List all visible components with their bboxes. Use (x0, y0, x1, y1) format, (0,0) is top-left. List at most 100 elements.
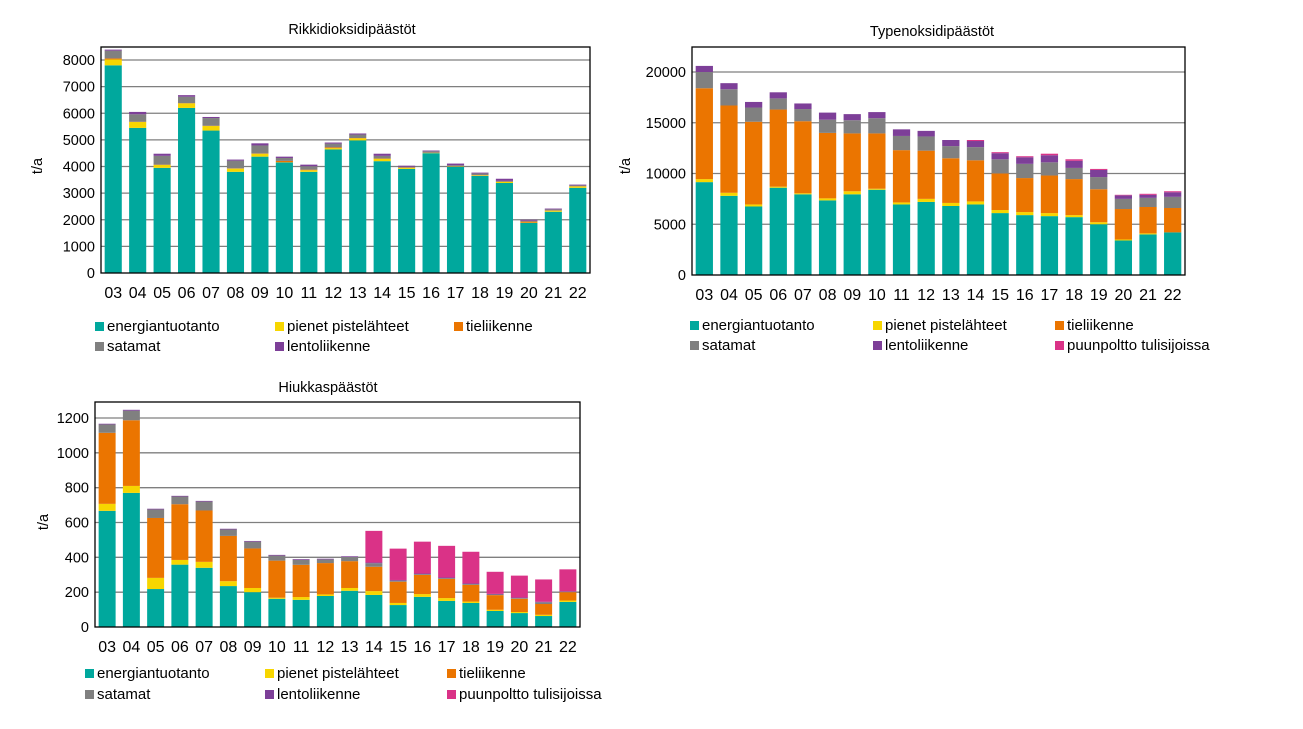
bar-stack-21 (535, 579, 553, 627)
y-tick-label: 5000 (63, 133, 95, 149)
bar-segment-energiantuotanto (1090, 224, 1108, 275)
bar-segment-tieliikenne (300, 169, 318, 171)
bar-segment-lentoliikenne (226, 159, 245, 161)
bar-segment-tieliikenne (122, 420, 140, 486)
bar-segment-tieliikenne (171, 504, 189, 560)
y-tick-label: 1000 (57, 446, 89, 462)
x-tick-label: 13 (341, 639, 359, 656)
x-tick-label: 08 (227, 285, 245, 302)
y-tick-label: 600 (65, 516, 89, 532)
x-tick-label: 15 (991, 287, 1009, 304)
bar-stack-21 (1139, 193, 1157, 275)
bar-segment-lentoliikenne (178, 95, 196, 97)
bar-segment-puunpoltto (462, 551, 480, 584)
x-tick-label: 04 (720, 287, 738, 304)
bar-segment-satamat (1040, 162, 1059, 176)
bar-segment-lentoliikenne (1090, 169, 1108, 178)
bar-segment-energiantuotanto (535, 616, 553, 627)
bar-segment-puunpoltto (438, 545, 456, 578)
bar-stack-15 (991, 152, 1009, 275)
bar-stack-10 (868, 112, 886, 275)
bar-segment-tieliikenne (219, 535, 237, 582)
bar-segment-lentoliikenne (744, 101, 763, 108)
bar-segment-energiantuotanto (1114, 240, 1133, 275)
bar-stack-22 (1164, 191, 1182, 275)
bar-stack-17 (438, 545, 456, 627)
bar-stack-04 (122, 409, 140, 627)
bar-segment-energiantuotanto (438, 600, 456, 627)
bar-segment-lentoliikenne (349, 133, 367, 135)
x-tick-label: 21 (535, 639, 553, 656)
chart-title: Rikkidioksidipäästöt (288, 22, 415, 38)
bar-stack-03 (98, 423, 116, 627)
legend-swatch (275, 322, 284, 331)
y-axis-label: t/a (618, 157, 634, 174)
legend-item-lentoliikenne: lentoliikenne (275, 338, 370, 355)
bar-segment-energiantuotanto (486, 610, 504, 627)
bar-segment-satamat (171, 496, 189, 505)
x-tick-label: 16 (413, 639, 431, 656)
bar-segment-pienet_pistelahteet (341, 587, 359, 591)
legend-item-pienet_pistelahteet: pienet pistelähteet (873, 317, 1007, 334)
bar-segment-lentoliikenne (268, 554, 286, 556)
bar-segment-satamat (569, 185, 587, 187)
chart-nox: Typenoksidipäästöt t/a 0 5000 10000 15000 20… (0, 0, 1303, 360)
bar-stack-19 (495, 178, 513, 273)
bar-segment-tieliikenne (769, 109, 787, 187)
bar-segment-tieliikenne (147, 517, 165, 578)
bar-stack-21 (544, 208, 562, 273)
bar-stack-06 (178, 95, 196, 273)
bar-segment-energiantuotanto (195, 567, 213, 627)
bar-stack-12 (324, 142, 342, 273)
bar-stack-13 (341, 556, 359, 627)
bar-segment-energiantuotanto (413, 596, 431, 627)
bar-segment-satamat (794, 109, 812, 122)
bar-segment-satamat (349, 134, 367, 139)
bar-segment-energiantuotanto (462, 602, 480, 627)
legend-item-tieliikenne: tieliikenne (447, 665, 526, 682)
bar-segment-satamat (104, 50, 122, 59)
x-tick-label: 19 (1090, 287, 1108, 304)
bar-segment-tieliikenne (1139, 206, 1157, 234)
legend-swatch (447, 669, 456, 678)
bar-stack-06 (171, 495, 189, 627)
bar-segment-energiantuotanto (1040, 216, 1059, 275)
y-tick-label: 5000 (654, 217, 686, 233)
bar-stack-13 (942, 140, 960, 275)
legend-label: tieliikenne (466, 318, 533, 335)
bar-stack-05 (147, 508, 165, 627)
bar-stack-12 (316, 558, 334, 627)
bar-stack-19 (486, 571, 504, 627)
bar-segment-lentoliikenne (365, 562, 383, 564)
legend-swatch (690, 341, 699, 350)
bar-segment-tieliikenne (1114, 209, 1133, 240)
bar-segment-pienet_pistelahteet (104, 59, 122, 66)
bar-segment-tieliikenne (843, 133, 861, 192)
bar-segment-satamat (695, 72, 713, 89)
x-tick-label: 12 (316, 639, 334, 656)
bar-segment-satamat (720, 89, 738, 106)
bar-segment-lentoliikenne (1114, 195, 1133, 199)
bar-segment-energiantuotanto (495, 183, 513, 273)
bar-segment-energiantuotanto (559, 601, 577, 627)
bar-segment-lentoliikenne (324, 142, 342, 144)
bar-segment-energiantuotanto (843, 194, 861, 275)
bar-segment-satamat (268, 555, 286, 561)
bar-segment-energiantuotanto (720, 195, 738, 275)
bar-segment-puunpoltto (1139, 193, 1157, 195)
bar-segment-lentoliikenne (695, 65, 713, 72)
bar-segment-puunpoltto (389, 548, 407, 580)
bar-segment-energiantuotanto (268, 598, 286, 627)
bar-segment-lentoliikenne (486, 593, 504, 595)
bar-segment-pienet_pistelahteet (398, 167, 416, 169)
y-tick-label: 7000 (63, 80, 95, 96)
x-tick-label: 03 (104, 285, 122, 302)
bar-segment-lentoliikenne (892, 129, 911, 136)
bar-segment-puunpoltto (966, 140, 985, 142)
bar-segment-satamat (300, 166, 318, 170)
legend-label: energiantuotanto (107, 318, 220, 335)
bar-segment-tieliikenne (892, 150, 911, 203)
bar-segment-tieliikenne (942, 158, 960, 203)
bar-segment-satamat (219, 529, 237, 536)
bar-segment-energiantuotanto (153, 167, 171, 273)
